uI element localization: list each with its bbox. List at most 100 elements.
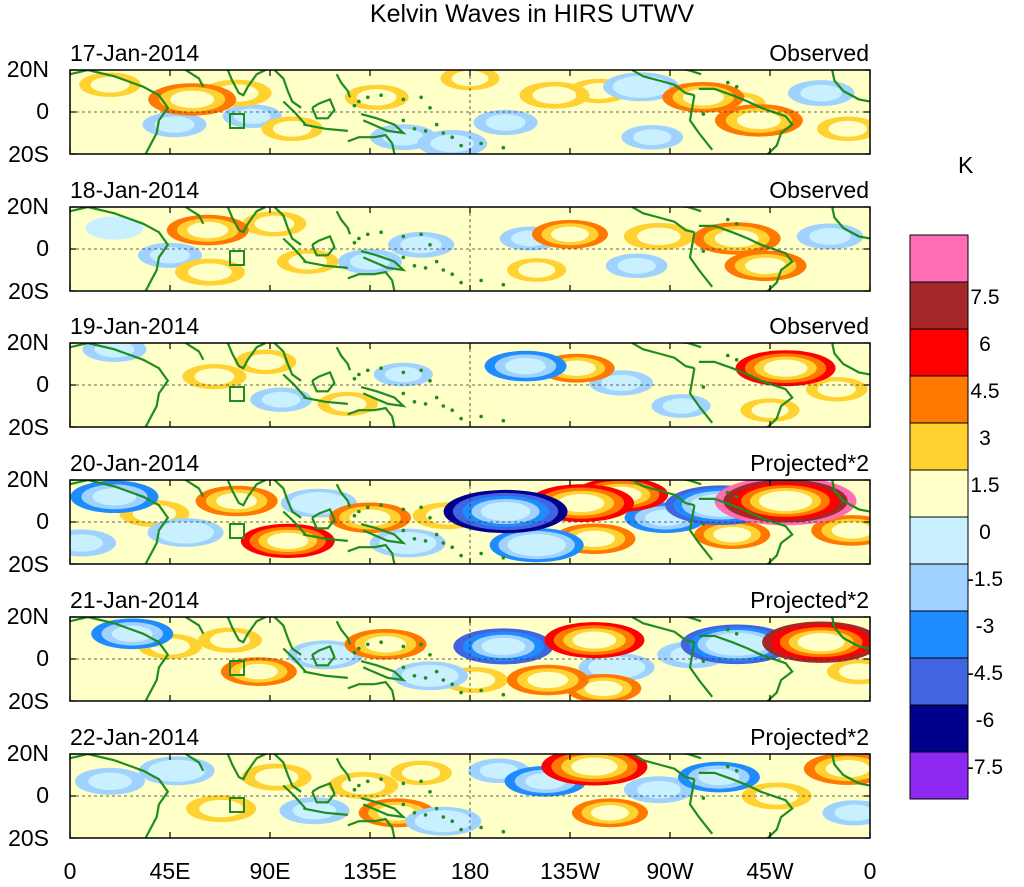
anomaly-contour xyxy=(758,490,813,512)
anomaly-contour xyxy=(481,637,526,655)
coastline xyxy=(311,234,336,257)
anomaly-feature xyxy=(740,398,800,423)
island-mark xyxy=(401,528,406,533)
island-mark xyxy=(419,642,423,647)
anomaly-contour xyxy=(632,129,672,146)
island-mark xyxy=(734,85,739,89)
coastline xyxy=(226,617,267,644)
panel-4 xyxy=(69,479,871,565)
panel-6-field xyxy=(70,754,870,838)
island-mark xyxy=(423,539,428,543)
colorbar-swatch xyxy=(909,657,969,706)
anomaly-feature xyxy=(240,523,335,559)
anomaly-feature xyxy=(603,72,680,102)
anomaly-contour xyxy=(532,86,577,104)
island-mark xyxy=(428,516,432,520)
island-mark xyxy=(419,779,423,784)
island-mark xyxy=(434,532,439,537)
anomaly-feature xyxy=(261,116,324,142)
reference-box xyxy=(229,250,245,266)
island-mark xyxy=(428,653,432,657)
anomaly-contour xyxy=(834,804,870,821)
panel-2 xyxy=(69,206,871,292)
anomaly-contour xyxy=(111,625,153,642)
coastline xyxy=(631,343,695,370)
island-mark xyxy=(734,495,739,499)
anomaly-contour xyxy=(88,772,132,791)
anomaly-feature xyxy=(677,761,760,793)
coastline xyxy=(226,207,267,234)
island-mark xyxy=(365,505,370,510)
colorbar-swatch xyxy=(909,281,969,330)
y-tick-label: 20N xyxy=(6,603,49,629)
anomaly-contour xyxy=(505,357,547,375)
panel-date: 22-Jan-2014 xyxy=(70,724,200,750)
anomaly-contour xyxy=(382,128,425,146)
island-mark xyxy=(450,545,455,549)
colorbar-swatch xyxy=(909,704,969,753)
colorbar xyxy=(909,234,969,800)
anomaly-contour xyxy=(239,663,278,680)
anomaly-feature xyxy=(75,767,145,795)
anomaly-contour xyxy=(797,633,845,652)
reference-box xyxy=(229,523,245,539)
island-mark xyxy=(352,513,357,518)
anomaly-contour xyxy=(96,220,133,236)
anomaly-contour xyxy=(527,671,569,689)
anomaly-feature xyxy=(220,657,297,686)
anomaly-contour xyxy=(400,236,442,254)
coastline xyxy=(360,113,407,135)
coastline xyxy=(831,480,870,513)
anomaly-feature xyxy=(796,223,864,250)
island-mark xyxy=(501,145,506,150)
colorbar-label: 6 xyxy=(979,333,991,356)
anomaly-feature xyxy=(241,763,312,791)
anomaly-contour xyxy=(194,368,235,385)
colorbar-label: 7.5 xyxy=(970,286,1000,309)
anomaly-contour xyxy=(557,360,596,376)
coastline xyxy=(185,617,205,635)
island-mark xyxy=(725,764,730,769)
anomaly-contour xyxy=(518,262,556,278)
anomaly-contour xyxy=(825,760,870,778)
island-mark xyxy=(365,95,370,100)
colorbar-swatch xyxy=(909,469,969,518)
island-mark xyxy=(352,240,357,245)
anomaly-feature xyxy=(198,627,262,653)
anomaly-contour xyxy=(154,116,195,133)
anomaly-contour xyxy=(299,495,338,511)
anomaly-contour xyxy=(90,76,130,93)
colorbar-swatch xyxy=(909,751,969,800)
panel-label: Projected*2 xyxy=(750,587,869,613)
anomaly-contour xyxy=(838,663,870,680)
y-tick-label: 20S xyxy=(8,278,49,304)
anomaly-contour xyxy=(341,776,386,795)
island-mark xyxy=(379,640,383,644)
island-mark xyxy=(412,264,417,268)
anomaly-contour xyxy=(157,763,196,779)
island-mark xyxy=(434,806,439,811)
coastline xyxy=(70,70,170,154)
island-mark xyxy=(434,395,439,400)
y-tick-label: 20N xyxy=(6,56,49,82)
anomaly-contour xyxy=(831,522,870,539)
anomaly-feature xyxy=(605,253,668,279)
anomaly-feature xyxy=(651,394,711,418)
y-tick-label: 20N xyxy=(6,329,49,355)
island-mark xyxy=(412,811,417,815)
anomaly-contour xyxy=(800,84,842,102)
island-mark xyxy=(401,644,406,649)
coastline xyxy=(273,617,302,656)
island-mark xyxy=(401,255,406,260)
anomaly-contour xyxy=(557,494,605,513)
anomaly-contour xyxy=(637,780,681,799)
island-mark xyxy=(379,366,383,371)
island-mark xyxy=(401,781,406,786)
anomaly-feature xyxy=(70,529,117,557)
anomaly-contour xyxy=(150,247,190,264)
panel-date: 20-Jan-2014 xyxy=(70,450,200,476)
island-mark xyxy=(459,280,463,285)
island-mark xyxy=(401,507,406,512)
anomaly-contour xyxy=(170,90,215,109)
anomaly-contour xyxy=(349,509,391,526)
